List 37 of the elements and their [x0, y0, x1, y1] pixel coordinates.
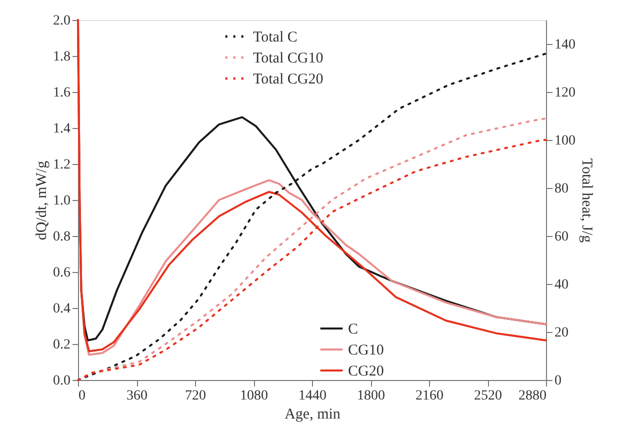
x-tick-label: 0: [78, 388, 86, 404]
y-tick-label: 0.2: [53, 338, 70, 352]
x-tick-label: 2880: [518, 388, 546, 404]
y-tick-label: 1.0: [53, 194, 70, 208]
legend-label: CG10: [348, 342, 384, 358]
x-tick-label: 2160: [416, 388, 444, 404]
y-tick-label: 1.4: [53, 122, 70, 136]
y-tick-label: 0.0: [53, 374, 70, 388]
legend-label: Total C: [253, 30, 298, 46]
y-tick-label: 1.6: [53, 86, 70, 100]
legend-label: Total CG10: [253, 50, 324, 66]
y2-tick-label: 0: [554, 374, 562, 388]
y2-tick-label: 40: [554, 278, 568, 292]
x-tick-label: 1080: [240, 388, 268, 404]
x-tick-label: 720: [185, 388, 206, 404]
y2-tick-label: 100: [554, 134, 576, 148]
y2-tick-label: 20: [554, 326, 568, 340]
x-tick-label: 360: [126, 388, 148, 404]
y2-tick-label: 140: [554, 38, 576, 52]
y-tick-label: 1.2: [53, 158, 70, 172]
y2-tick-label: 120: [554, 86, 576, 100]
y2-tick-label: 60: [554, 230, 568, 244]
x-axis-title: Age, min: [284, 406, 341, 422]
y-tick-label: 0.8: [53, 230, 70, 244]
y-tick-label: 0.6: [53, 266, 70, 280]
x-tick-label: 1800: [357, 388, 385, 404]
legend-label: CG20: [348, 364, 384, 380]
legend-label: Total CG20: [253, 72, 324, 88]
y-tick-label: 2.0: [53, 14, 70, 28]
x-tick-label: 2520: [474, 388, 502, 404]
y2-axis-title: Total heat, J/g: [578, 158, 594, 244]
y-tick-label: 1.8: [53, 50, 70, 64]
y-axis-title: dQ/dt, mW/g: [34, 160, 50, 240]
y-tick-label: 0.4: [53, 302, 70, 316]
x-tick-label: 1440: [298, 388, 326, 404]
y2-tick-label: 80: [554, 182, 568, 196]
legend-label: C: [348, 322, 358, 338]
